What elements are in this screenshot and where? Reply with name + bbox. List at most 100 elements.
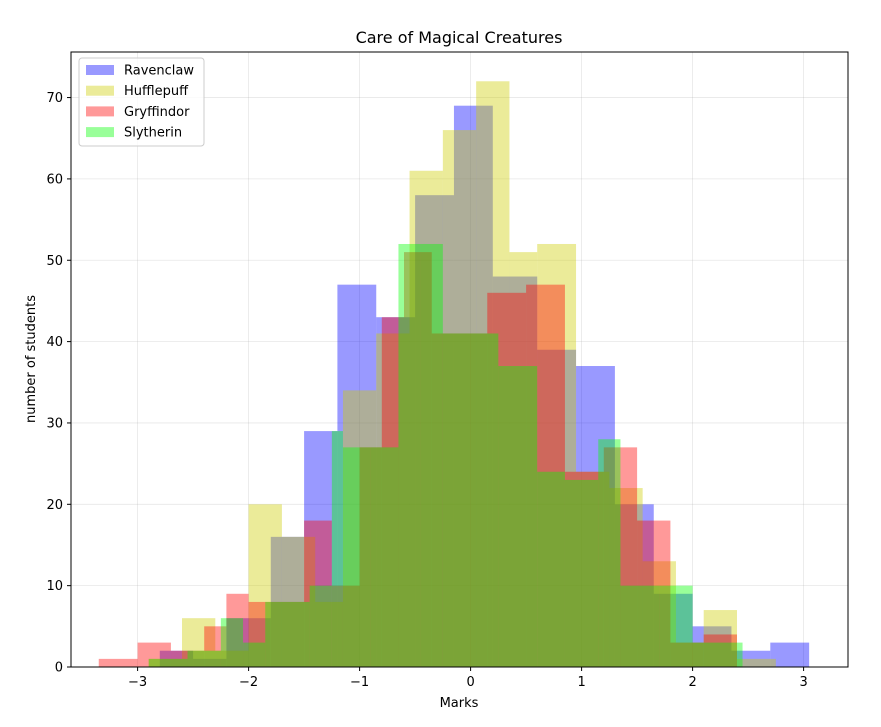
bar-ravenclaw bbox=[376, 317, 416, 667]
bar-hufflepuff bbox=[509, 252, 538, 667]
bar-slytherin bbox=[331, 431, 343, 667]
bar-ravenclaw bbox=[770, 642, 810, 667]
bar-gryffindor bbox=[431, 333, 460, 667]
bar-gryffindor bbox=[204, 626, 227, 667]
legend-swatch bbox=[86, 127, 114, 138]
bar-ravenclaw bbox=[731, 650, 771, 667]
x-tick-label: −3 bbox=[128, 675, 147, 690]
bar-ravenclaw bbox=[492, 276, 538, 667]
y-tick-label: 40 bbox=[46, 335, 63, 350]
bar-hufflepuff bbox=[703, 610, 737, 667]
bar-gryffindor bbox=[487, 292, 527, 667]
y-tick-label: 20 bbox=[46, 498, 63, 513]
bar-slytherin bbox=[243, 642, 266, 667]
bar-ravenclaw bbox=[226, 618, 271, 667]
bar-hufflepuff bbox=[609, 488, 643, 667]
x-axis-label: Marks bbox=[440, 696, 479, 711]
bar-slytherin bbox=[309, 585, 332, 667]
bar-ravenclaw bbox=[159, 650, 194, 667]
x-tick-label: 3 bbox=[799, 675, 807, 690]
bar-ravenclaw bbox=[576, 366, 615, 667]
bar-slytherin bbox=[564, 479, 599, 667]
bar-slytherin bbox=[265, 601, 293, 667]
x-tick-label: 1 bbox=[577, 675, 585, 690]
bar-slytherin bbox=[220, 618, 244, 667]
bar-gryffindor bbox=[381, 317, 404, 667]
bar-slytherin bbox=[659, 585, 693, 667]
bar-gryffindor bbox=[603, 447, 638, 667]
bar-slytherin bbox=[398, 243, 421, 667]
bar-ravenclaw bbox=[304, 431, 338, 667]
y-tick-label: 0 bbox=[55, 661, 63, 676]
bar-slytherin bbox=[598, 439, 621, 667]
bar-gryffindor bbox=[304, 520, 332, 667]
x-tick-label: 2 bbox=[688, 675, 696, 690]
bar-slytherin bbox=[470, 333, 499, 667]
legend-swatch bbox=[86, 85, 114, 96]
bar-hufflepuff bbox=[642, 561, 676, 667]
legend-label: Slytherin bbox=[124, 126, 182, 141]
bar-slytherin bbox=[442, 333, 471, 667]
bar-ravenclaw bbox=[453, 105, 493, 667]
bar-hufflepuff bbox=[376, 333, 410, 667]
bar-hufflepuff bbox=[675, 642, 704, 667]
bar-hufflepuff bbox=[215, 650, 249, 667]
legend-label: Gryffindor bbox=[124, 105, 190, 120]
bar-hufflepuff bbox=[576, 471, 610, 667]
bar-ravenclaw bbox=[415, 195, 454, 667]
bar-gryffindor bbox=[359, 447, 382, 667]
bar-hufflepuff bbox=[442, 130, 477, 668]
bar-gryffindor bbox=[170, 650, 205, 667]
legend-box bbox=[78, 57, 205, 147]
bars bbox=[98, 81, 810, 668]
bar-ravenclaw bbox=[337, 284, 377, 667]
bar-ravenclaw bbox=[692, 626, 732, 667]
bar-gryffindor bbox=[137, 642, 171, 667]
bar-slytherin bbox=[620, 585, 660, 667]
legend-swatch bbox=[86, 65, 114, 75]
bar-hufflepuff bbox=[537, 243, 577, 667]
bar-hufflepuff bbox=[281, 536, 316, 667]
bar-slytherin bbox=[148, 658, 188, 667]
bar-gryffindor bbox=[526, 284, 565, 667]
bar-gryffindor bbox=[637, 520, 671, 667]
chart-title: Care of Magical Creatures bbox=[356, 28, 563, 47]
bar-gryffindor bbox=[331, 585, 360, 667]
bar-hufflepuff bbox=[182, 618, 216, 667]
axes-frame bbox=[70, 51, 849, 668]
bar-slytherin bbox=[342, 447, 371, 667]
bar-slytherin bbox=[370, 447, 399, 667]
bar-hufflepuff bbox=[409, 170, 443, 667]
y-tick-label: 30 bbox=[46, 416, 63, 431]
bar-gryffindor bbox=[248, 601, 271, 667]
y-axis-label: number of students bbox=[24, 295, 39, 423]
legend-label: Hufflepuff bbox=[124, 84, 189, 99]
bar-gryffindor bbox=[703, 634, 737, 667]
legend-swatch bbox=[86, 106, 114, 117]
bar-gryffindor bbox=[459, 333, 488, 667]
bar-ravenclaw bbox=[270, 536, 305, 667]
bar-ravenclaw bbox=[193, 658, 227, 667]
bar-ravenclaw bbox=[614, 504, 654, 667]
bar-hufflepuff bbox=[315, 601, 343, 667]
y-tick-label: 10 bbox=[46, 579, 63, 594]
bar-gryffindor bbox=[670, 642, 704, 667]
bar-slytherin bbox=[293, 601, 310, 667]
bar-slytherin bbox=[537, 471, 565, 667]
y-tick-label: 60 bbox=[46, 172, 63, 187]
series-ravenclaw bbox=[159, 105, 810, 667]
bar-hufflepuff bbox=[148, 658, 182, 667]
series-slytherin bbox=[148, 243, 743, 667]
bar-hufflepuff bbox=[737, 658, 776, 667]
y-tick-label: 50 bbox=[46, 254, 63, 269]
bar-ravenclaw bbox=[537, 349, 577, 667]
bar-slytherin bbox=[498, 366, 538, 667]
bar-slytherin bbox=[692, 642, 743, 667]
bar-gryffindor bbox=[226, 593, 249, 667]
x-tick-label: −1 bbox=[350, 675, 369, 690]
bar-gryffindor bbox=[98, 658, 138, 667]
bar-gryffindor bbox=[404, 252, 432, 667]
